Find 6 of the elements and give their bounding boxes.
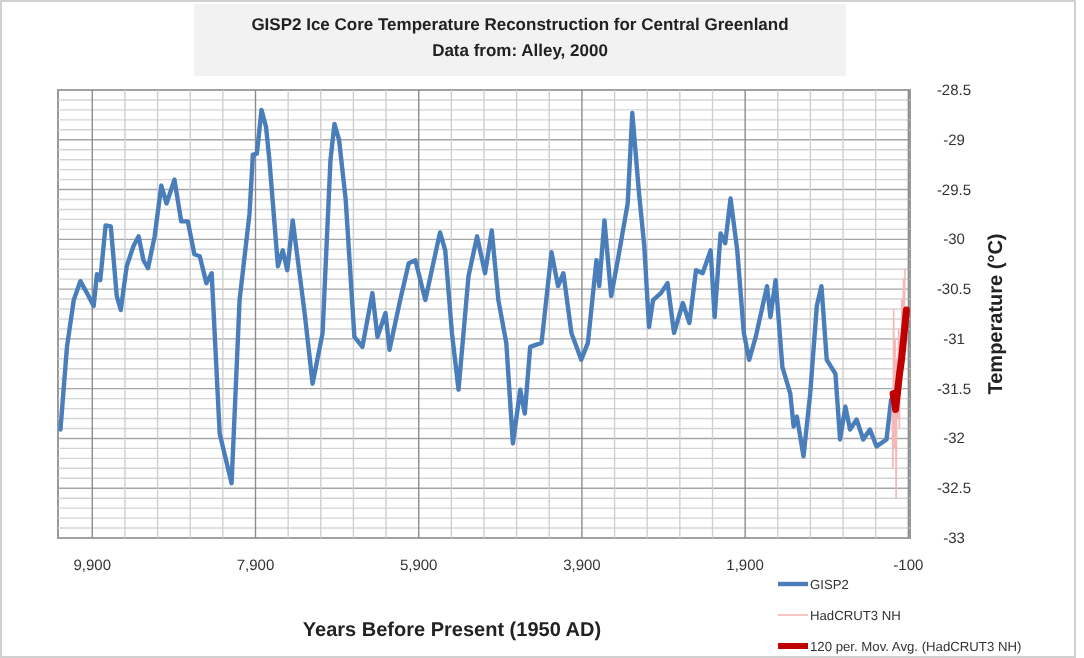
line-series <box>889 306 910 414</box>
x-axis-title: Years Before Present (1950 AD) <box>302 620 602 642</box>
line-series <box>58 107 894 486</box>
y-axis-title: Temperature (°C) <box>986 233 1008 395</box>
chart-title: GISP2 Ice Core Temperature Reconstruction for Central Greenland <box>251 14 789 34</box>
chart-subtitle: Data from: Alley, 2000 <box>432 40 609 60</box>
